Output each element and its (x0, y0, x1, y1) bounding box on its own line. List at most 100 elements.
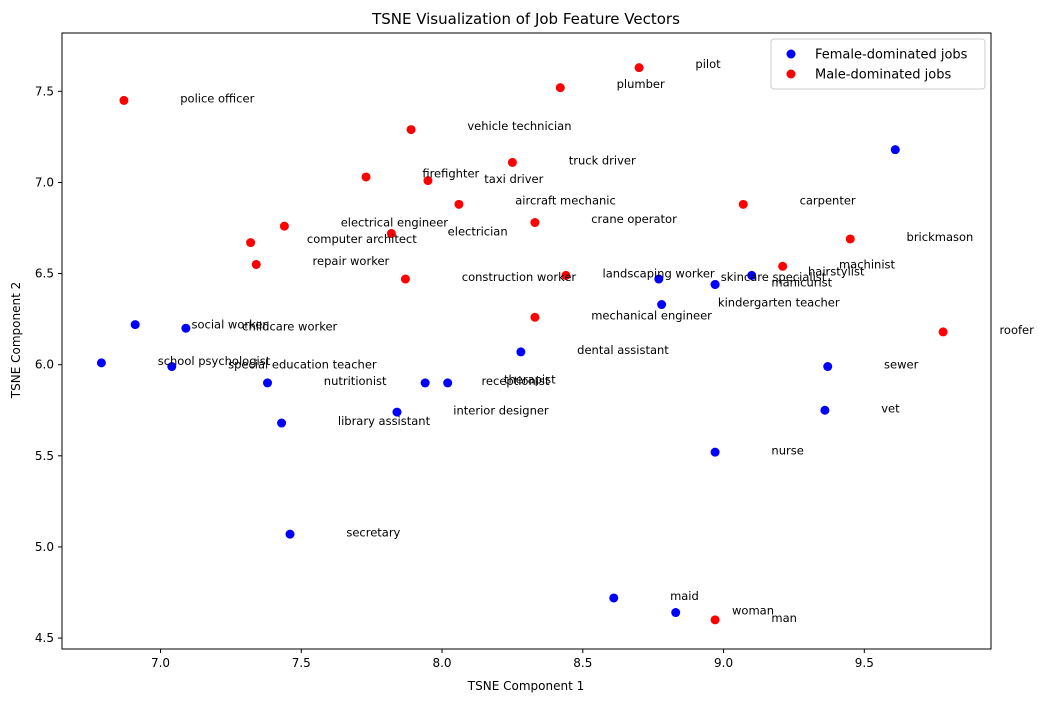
point-label: special education teacher (228, 358, 377, 372)
data-point (119, 95, 129, 105)
data-point (361, 172, 371, 182)
y-tick-label: 6.0 (35, 358, 54, 372)
data-point (285, 529, 295, 539)
data-point (609, 593, 619, 603)
y-tick-label: 4.5 (35, 631, 54, 645)
point-label: electrician (448, 225, 508, 239)
data-point (406, 125, 416, 135)
y-tick-label: 7.0 (35, 175, 54, 189)
point-label: roofer (999, 323, 1034, 337)
data-point (710, 447, 720, 457)
point-label: pilot (695, 57, 721, 71)
point-label: kindergarten teacher (718, 296, 840, 310)
point-label: brickmason (907, 230, 974, 244)
point-label: man (771, 611, 797, 625)
x-tick-label: 8.5 (573, 656, 592, 670)
y-axis-label: TSNE Component 2 (9, 282, 23, 399)
data-point (530, 312, 540, 322)
data-point (654, 274, 664, 284)
data-point (420, 378, 430, 388)
data-point (277, 418, 287, 428)
data-point (392, 407, 402, 417)
point-label: nurse (771, 443, 803, 457)
data-point (561, 270, 571, 280)
data-point (555, 83, 565, 93)
data-point (96, 358, 106, 368)
point-label: dental assistant (577, 343, 669, 357)
point-label: social worker (191, 318, 267, 332)
x-axis-label: TSNE Component 1 (467, 679, 584, 693)
point-label: childcare worker (242, 319, 337, 333)
data-point (386, 228, 396, 238)
point-label: therapist (504, 372, 556, 386)
data-point (710, 280, 720, 290)
point-label: sewer (884, 358, 919, 372)
data-point (263, 378, 273, 388)
point-label: mechanical engineer (591, 308, 712, 322)
y-tick-label: 7.5 (35, 84, 54, 98)
data-point (938, 327, 948, 337)
x-tick-label: 9.5 (855, 656, 874, 670)
legend-label: Male-dominated jobs (815, 68, 951, 83)
point-label: machinist (839, 257, 896, 271)
data-point (251, 259, 261, 269)
y-tick-label: 6.5 (35, 267, 54, 281)
data-point (823, 362, 833, 372)
data-point (400, 274, 410, 284)
point-label: hairstylist (808, 265, 865, 279)
point-label: computer architect (307, 232, 417, 246)
data-point (657, 300, 667, 310)
data-point (507, 157, 517, 167)
point-label: library assistant (338, 414, 431, 428)
point-label: plumber (617, 77, 665, 91)
point-label: truck driver (569, 154, 636, 168)
data-point (710, 615, 720, 625)
point-label: construction worker (462, 270, 577, 284)
chart-title: TSNE Visualization of Job Feature Vector… (371, 10, 680, 28)
data-point (845, 234, 855, 244)
data-point (671, 608, 681, 618)
legend-marker (786, 69, 796, 79)
data-point (167, 362, 177, 372)
point-label: aircraft mechanic (515, 194, 616, 208)
point-label: carpenter (800, 194, 856, 208)
point-label: firefighter (422, 166, 479, 180)
data-point (530, 218, 540, 228)
point-label: landscaping worker (603, 267, 715, 281)
data-point (279, 221, 289, 231)
x-tick-label: 8.0 (432, 656, 451, 670)
x-tick-label: 7.5 (292, 656, 311, 670)
data-point (443, 378, 453, 388)
point-label: crane operator (591, 212, 677, 226)
x-tick-label: 7.0 (151, 656, 170, 670)
data-point (516, 347, 526, 357)
point-label: electrical engineer (341, 216, 449, 230)
data-point (890, 145, 900, 155)
point-label: police officer (180, 92, 254, 106)
legend: Female-dominated jobs Male-dominated jobs (770, 38, 986, 90)
data-point (130, 320, 140, 330)
point-label: maid (670, 589, 699, 603)
y-tick-label: 5.5 (35, 449, 54, 463)
legend-label: Female-dominated jobs (815, 48, 968, 63)
point-label: nutritionist (324, 374, 387, 388)
point-label: vet (881, 401, 900, 415)
data-point (747, 270, 757, 280)
x-tick-label: 9.0 (714, 656, 733, 670)
point-label: taxi driver (484, 172, 543, 186)
data-point (634, 63, 644, 73)
point-label: vehicle technician (467, 119, 571, 133)
data-point (246, 238, 256, 248)
legend-box (770, 38, 986, 90)
point-label: receptionist (481, 374, 549, 388)
data-point (778, 261, 788, 271)
data-point (181, 323, 191, 333)
data-point (738, 199, 748, 209)
y-tick-label: 5.0 (35, 540, 54, 554)
point-label: secretary (346, 525, 400, 539)
plot-area-frame (61, 32, 992, 650)
legend-marker (786, 49, 796, 59)
point-label: interior designer (453, 403, 549, 417)
point-label: woman (732, 604, 774, 618)
